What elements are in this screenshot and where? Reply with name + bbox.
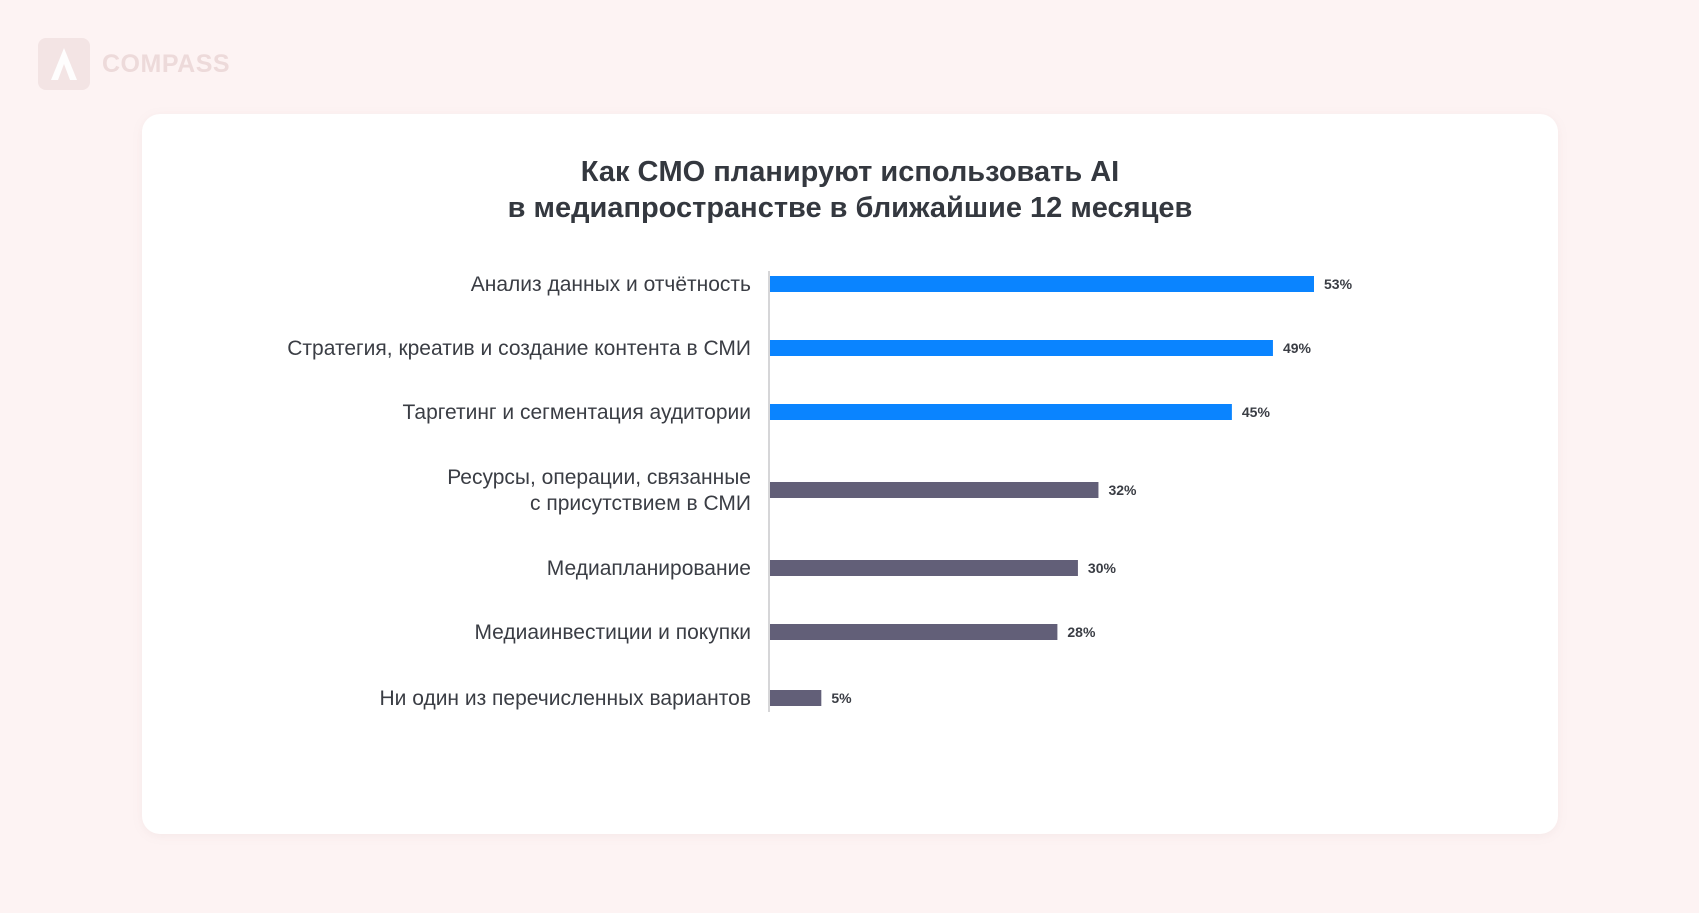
bar-1 [770, 340, 1273, 356]
category-label-6: Ни один из перечисленных вариантов [380, 687, 752, 710]
category-label-0: Анализ данных и отчётность [471, 273, 751, 296]
category-label-5: Медиаинвестиции и покупки [474, 621, 751, 644]
category-label-2: Таргетинг и сегментация аудитории [403, 401, 751, 424]
value-label-1: 49% [1283, 340, 1312, 356]
category-label-3: Ресурсы, операции, связанные с присутстви… [447, 466, 751, 515]
chart-title: Как CMO планируют использовать AI в меди… [142, 154, 1558, 226]
value-label-5: 28% [1067, 624, 1096, 640]
brand-logo: COMPASS [38, 38, 230, 90]
category-label-3-line-1: с присутствием в СМИ [530, 492, 751, 515]
value-label-2: 45% [1242, 404, 1271, 420]
chart-card: Как CMO планируют использовать AI в меди… [142, 114, 1558, 834]
value-label-3: 32% [1108, 482, 1137, 498]
chart-title-line-1: Как CMO планируют использовать AI [580, 156, 1120, 188]
bar-4 [770, 560, 1078, 576]
bar-0 [770, 276, 1314, 292]
category-label-2-line-0: Таргетинг и сегментация аудитории [403, 401, 751, 424]
bar-chart: 53% Анализ данных и отчётность 49% Стратеги… [287, 271, 1353, 712]
brand-name: COMPASS [102, 49, 231, 78]
value-label-6: 5% [831, 690, 852, 706]
bar-5 [770, 624, 1058, 640]
bar-2 [770, 404, 1232, 420]
category-label-1: Стратегия, креатив и создание контента в… [287, 337, 751, 360]
category-label-6-line-0: Ни один из перечисленных вариантов [380, 687, 752, 710]
category-label-0-line-0: Анализ данных и отчётность [471, 273, 751, 296]
compass-logo-icon [38, 38, 90, 90]
category-label-1-line-0: Стратегия, креатив и создание контента в… [287, 337, 751, 360]
category-label-4-line-0: Медиапланирование [547, 557, 751, 580]
category-label-3-line-0: Ресурсы, операции, связанные [447, 466, 751, 489]
chart-title-line-2: в медиапространстве в ближайшие 12 месяц… [507, 192, 1193, 224]
category-label-4: Медиапланирование [547, 557, 751, 580]
bar-3 [770, 482, 1099, 498]
category-label-5-line-0: Медиаинвестиции и покупки [474, 621, 751, 644]
value-label-0: 53% [1324, 276, 1353, 292]
value-label-4: 30% [1088, 560, 1117, 576]
bar-6 [770, 690, 822, 706]
